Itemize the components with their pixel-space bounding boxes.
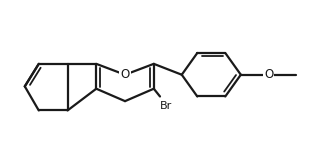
Text: O: O: [120, 68, 130, 81]
Text: Br: Br: [160, 101, 172, 111]
Text: O: O: [264, 68, 273, 81]
